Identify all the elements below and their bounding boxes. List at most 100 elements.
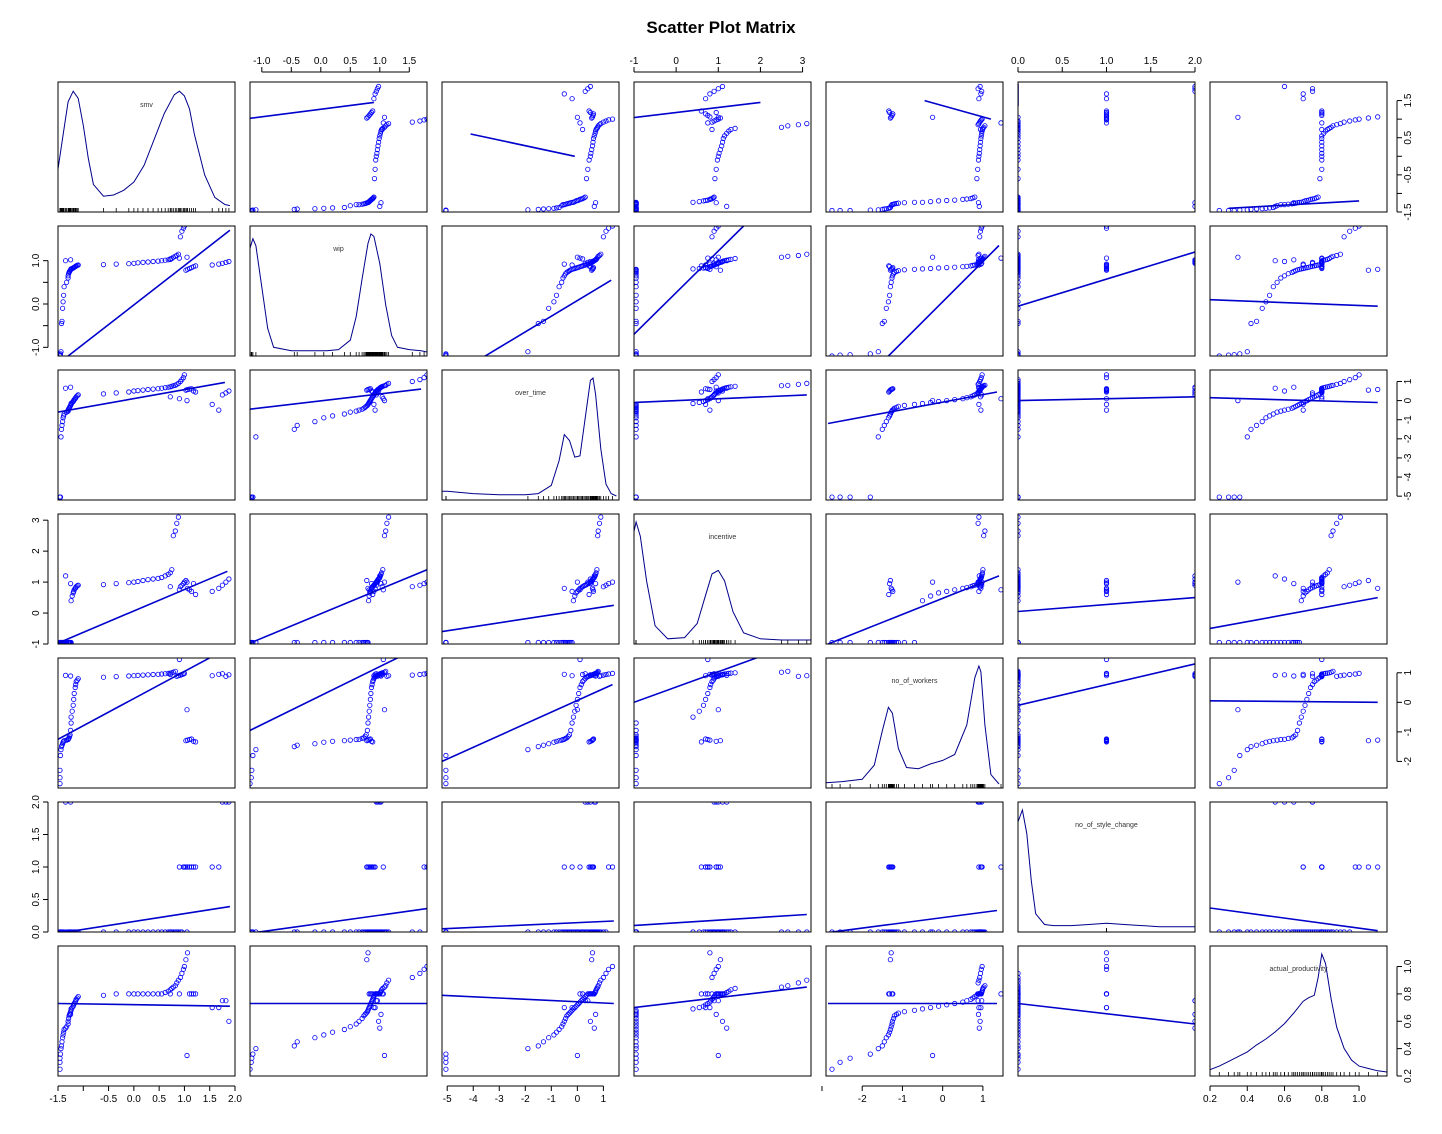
data-point [879,1043,885,1049]
data-point [1308,196,1314,202]
data-point [1018,1032,1021,1038]
points-smv-vs-no_of_style_change [1018,83,1195,212]
data-point [707,684,713,691]
data-point [1018,570,1021,576]
data-point [1018,590,1021,596]
data-point [223,998,229,1004]
data-point [551,1032,557,1038]
data-point [975,384,982,390]
tick-label-wip: 1.5 [402,56,416,67]
data-point [1270,738,1276,744]
data-point [219,582,225,588]
data-point [690,199,696,205]
tick-label-smv: 2.0 [228,1094,242,1105]
data-point [1216,494,1222,500]
data-point [162,573,168,579]
panel-frame [825,945,1004,1077]
data-point [1298,714,1304,720]
data-point [377,573,383,579]
data-point [372,407,378,413]
data-point [1319,143,1325,149]
data-point [1018,135,1021,142]
data-point [167,256,173,262]
data-point [1192,392,1195,398]
data-point [977,991,984,997]
data-point [837,352,843,356]
data-point [564,1013,570,1019]
data-point [724,802,730,805]
data-point [1298,598,1304,604]
data-point [329,738,336,744]
data-point [998,864,1003,870]
data-point [368,684,375,691]
data-point [1018,380,1021,386]
data-point [193,389,199,395]
data-point [155,671,161,677]
data-point [634,434,639,440]
data-point [1018,126,1021,133]
data-point [1103,577,1110,584]
data-point [702,111,709,117]
left-tick-label: 0 [31,610,42,616]
data-point [887,577,894,584]
data-point [979,88,985,94]
data-point [375,388,382,394]
data-point [1018,426,1021,432]
data-point [1018,1018,1021,1024]
data-point [1018,996,1021,1002]
data-point [1018,767,1021,773]
data-point [385,380,392,386]
data-point [126,991,132,997]
panel-frame [1209,657,1388,789]
data-point [634,318,639,324]
data-point [998,120,1003,126]
data-point [911,401,918,407]
data-point [879,639,885,644]
data-point [1216,639,1222,644]
data-point [785,983,791,989]
data-point [347,409,353,415]
data-point [1337,251,1344,257]
data-point [574,114,581,120]
data-point [696,199,702,205]
data-point [609,864,616,870]
data-point [1103,950,1110,956]
data-point [596,980,603,986]
data-point [719,802,726,805]
data-point [250,494,256,500]
data-point [226,576,232,582]
panel-frame [633,81,812,213]
data-point [587,109,594,116]
data-point [690,266,696,272]
data-point [795,381,802,387]
data-point [347,737,353,743]
data-point [193,739,199,745]
data-point [378,673,384,679]
data-point [1356,116,1362,122]
data-point [1254,639,1260,644]
data-point [1231,639,1237,644]
density-curve-over_time [442,376,617,497]
data-point [976,977,982,983]
data-point [778,383,785,389]
data-point [593,802,599,805]
data-point [58,1043,65,1049]
data-point [384,980,390,986]
data-point [715,864,721,870]
tick-label-wip: 1.0 [373,56,387,67]
points-wip-vs-smv [58,226,232,356]
data-point [586,591,592,598]
variable-label-no_of_workers: no_of_workers [892,678,938,685]
data-point [364,727,370,734]
data-point [590,139,596,145]
data-point [574,254,581,260]
data-point [982,528,988,534]
data-point [1018,349,1021,355]
data-point [443,775,449,781]
data-point [929,254,936,260]
data-point [75,676,81,682]
data-point [373,157,379,163]
data-point [562,1015,569,1022]
data-point [1018,411,1021,417]
data-point [1306,690,1312,697]
